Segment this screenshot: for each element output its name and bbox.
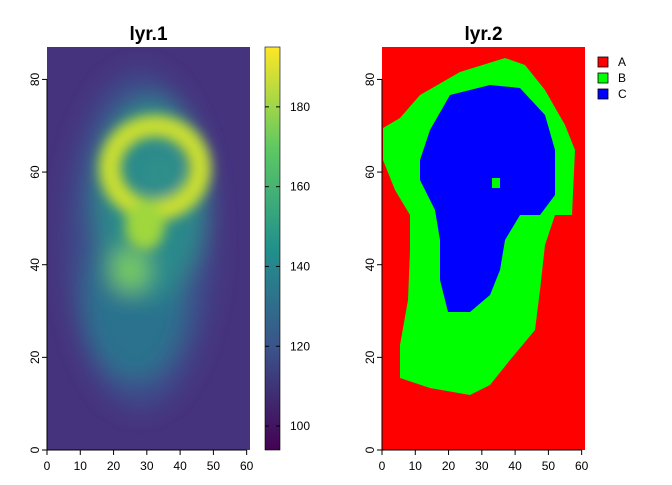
y-tick-label: 40 [363,258,377,272]
x-tick-label: 20 [442,459,456,473]
x-tick-label: 10 [409,459,423,473]
chart-title: lyr.1 [129,24,167,45]
class-region [420,85,555,312]
y-tick-label: 60 [28,165,42,179]
raster-image [47,47,250,450]
x-tick-label: 60 [575,459,589,473]
colorbar [264,46,281,451]
x-tick-label: 60 [240,459,254,473]
x-tick-label: 0 [44,459,51,473]
y-tick-label: 80 [363,72,377,86]
colorbar-label: 160 [290,180,310,194]
y-tick-label: 40 [28,258,42,272]
colorbar-label: 140 [290,259,310,273]
legend-label: C [618,87,627,101]
legend-label: A [618,55,626,69]
legend-swatch [597,88,609,100]
class-raster-image [382,47,585,450]
x-tick-label: 50 [542,459,556,473]
x-tick-label: 50 [207,459,221,473]
legend-swatch [597,56,609,68]
y-tick-label: 20 [28,350,42,364]
x-tick-label: 10 [74,459,88,473]
x-tick-label: 20 [107,459,121,473]
x-tick-label: 40 [508,459,522,473]
y-tick-label: 20 [363,350,377,364]
y-tick-label: 0 [28,446,42,453]
colorbar-label: 180 [290,100,310,114]
x-tick-label: 40 [173,459,187,473]
class-region [492,178,500,188]
colorbar-label: 100 [290,419,310,433]
x-tick-label: 30 [140,459,154,473]
x-tick-label: 0 [379,459,386,473]
chart-title: lyr.2 [464,24,502,45]
x-tick-label: 30 [475,459,489,473]
legend-swatch [597,72,609,84]
colorbar-label: 120 [290,339,310,353]
y-tick-label: 0 [363,446,377,453]
legend-label: B [618,71,626,85]
y-tick-label: 60 [363,165,377,179]
y-tick-label: 80 [28,72,42,86]
